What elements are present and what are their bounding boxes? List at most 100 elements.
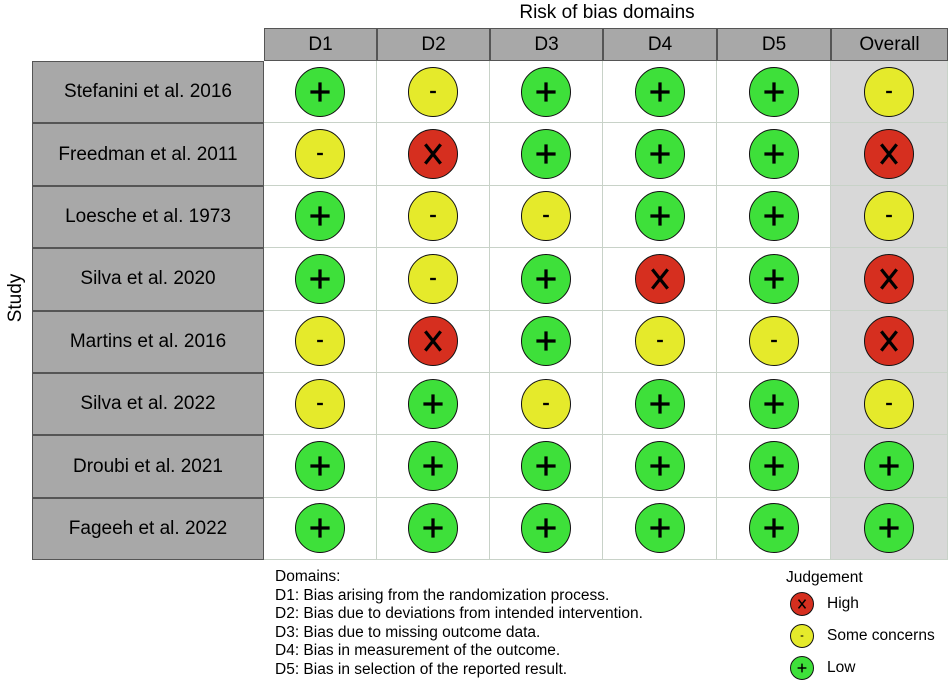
judgement-low-icon: [295, 441, 345, 492]
judgement-cell: [831, 373, 948, 436]
judgement-cell: [264, 185, 377, 249]
judgement-high-icon: [864, 316, 914, 367]
judgement-cell: [831, 497, 948, 561]
judgement-some-icon: [864, 378, 914, 429]
judgement-low-icon: [748, 191, 799, 242]
legend-label: Some concerns: [827, 627, 935, 644]
judgement-cell: [717, 435, 831, 498]
judgement-some-icon: [408, 191, 458, 242]
study-label: Fageeh et al. 2022: [32, 497, 264, 561]
judgement-low-icon: [748, 253, 799, 304]
judgement-some-icon: [634, 316, 685, 367]
legend-entry-low: Low: [780, 652, 950, 684]
chart-title: Risk of bias domains: [519, 2, 695, 23]
legend-entry-high: High: [780, 588, 950, 620]
judgement-some-icon: [295, 378, 345, 429]
study-label: Loesche et al. 1973: [32, 185, 264, 249]
judgement-cell: [377, 373, 490, 436]
domain-item-d3: D3: Bias due to missing outcome data.: [275, 623, 541, 641]
judgement-cell: [264, 61, 377, 124]
judgement-low-icon: [634, 378, 685, 429]
legend-high-icon: [790, 592, 814, 616]
column-header-d4: D4: [603, 28, 717, 61]
judgement-low-icon: [521, 503, 571, 554]
legend-label: Low: [827, 659, 856, 676]
column-header-d3: D3: [490, 28, 603, 61]
judgement-legend: Judgement High Some concerns Low: [780, 568, 950, 684]
judgement-cell: [377, 310, 490, 373]
judgement-cell: [490, 310, 603, 373]
column-header-d5: D5: [717, 28, 831, 61]
judgement-low-icon: [521, 66, 571, 117]
judgement-low-icon: [521, 316, 571, 367]
judgement-low-icon: [521, 441, 571, 492]
judgement-cell: [490, 185, 603, 249]
judgement-cell: [717, 497, 831, 561]
judgement-high-icon: [634, 253, 685, 304]
judgement-some-icon: [408, 253, 458, 304]
y-axis-label-text: Study: [5, 273, 26, 323]
judgement-cell: [490, 123, 603, 186]
judgement-cell: [831, 123, 948, 186]
judgement-cell: [377, 248, 490, 311]
judgement-cell: [603, 435, 717, 498]
judgement-cell: [831, 435, 948, 498]
judgement-low-icon: [295, 191, 345, 242]
judgement-cell: [603, 310, 717, 373]
judgement-cell: [264, 248, 377, 311]
judgement-low-icon: [408, 378, 458, 429]
study-label: Freedman et al. 2011: [32, 123, 264, 186]
legend-some-icon: [790, 624, 814, 648]
judgement-some-icon: [748, 316, 799, 367]
judgement-cell: [490, 373, 603, 436]
judgement-low-icon: [864, 441, 914, 492]
risk-of-bias-grid: D1 D2 D3 D4 D5 Overall Stefanini et al. 2016 Fr…: [32, 28, 948, 561]
judgement-cell: [831, 310, 948, 373]
judgement-cell: [717, 61, 831, 124]
judgement-cell: [490, 435, 603, 498]
judgement-high-icon: [864, 129, 914, 180]
judgement-cell: [603, 61, 717, 124]
legend-title: Judgement: [786, 569, 863, 586]
judgement-cell: [377, 123, 490, 186]
judgement-high-icon: [408, 316, 458, 367]
judgement-cell: [831, 61, 948, 124]
judgement-low-icon: [521, 129, 571, 180]
domain-item-d2: D2: Bias due to deviations from intended…: [275, 605, 643, 622]
judgement-low-icon: [408, 503, 458, 554]
judgement-some-icon: [864, 191, 914, 242]
domain-item-d4: D4: Bias in measurement of the outcome.: [275, 642, 561, 659]
legend-entry-some: Some concerns: [780, 620, 950, 652]
judgement-low-icon: [748, 66, 799, 117]
judgement-cell: [490, 497, 603, 561]
column-header-d2: D2: [377, 28, 490, 61]
judgement-cell: [717, 123, 831, 186]
judgement-low-icon: [634, 129, 685, 180]
judgement-cell: [264, 373, 377, 436]
judgement-cell: [603, 373, 717, 436]
judgement-cell: [264, 123, 377, 186]
judgement-cell: [831, 185, 948, 249]
judgement-low-icon: [634, 66, 685, 117]
y-axis-label: Study: [3, 258, 29, 338]
domain-item-d5: D5: Bias in selection of the reported re…: [275, 660, 568, 678]
column-header-d1: D1: [264, 28, 377, 61]
judgement-low-icon: [864, 503, 914, 554]
study-label: Silva et al. 2020: [32, 248, 264, 311]
judgement-cell: [603, 185, 717, 249]
judgement-low-icon: [748, 378, 799, 429]
study-label: Droubi et al. 2021: [32, 435, 264, 498]
domains-heading: Domains:: [275, 568, 341, 585]
judgement-low-icon: [748, 503, 799, 554]
judgement-some-icon: [408, 66, 458, 117]
judgement-cell: [264, 310, 377, 373]
judgement-cell: [831, 248, 948, 311]
judgement-low-icon: [408, 441, 458, 492]
judgement-low-icon: [295, 503, 345, 554]
judgement-cell: [717, 310, 831, 373]
judgement-low-icon: [295, 66, 345, 117]
judgement-some-icon: [295, 316, 345, 367]
judgement-cell: [377, 185, 490, 249]
judgement-cell: [264, 497, 377, 561]
judgement-high-icon: [864, 253, 914, 304]
